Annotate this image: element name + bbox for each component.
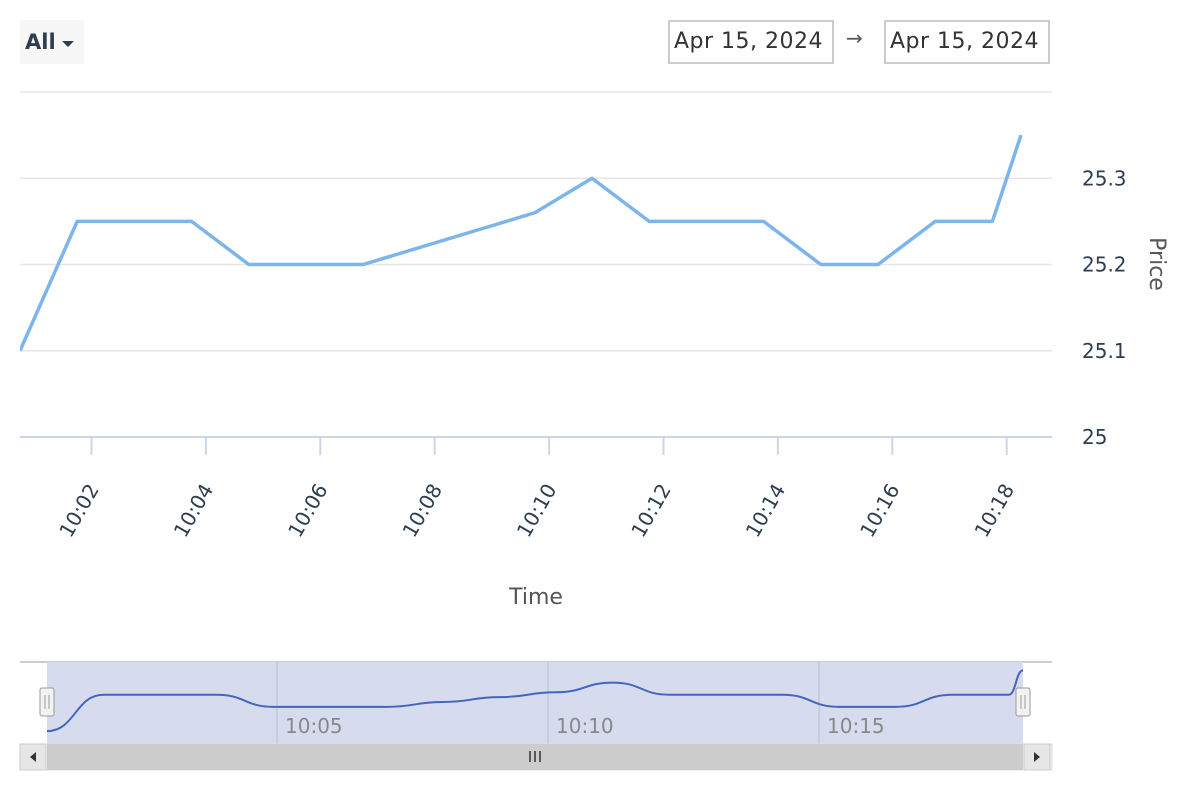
navigator-right-handle[interactable] xyxy=(1015,687,1031,717)
navigator-series-line xyxy=(46,669,1024,733)
date-range-arrow: → xyxy=(846,26,863,50)
scroll-left-icon xyxy=(30,752,36,762)
navigator-tick-label: 10:05 xyxy=(285,714,343,738)
date-from-input[interactable]: Apr 15, 2024 xyxy=(668,20,834,64)
x-tick-label: 10:18 xyxy=(969,480,1019,542)
navigator-left-handle[interactable] xyxy=(39,687,55,717)
y-tick-label: 25 xyxy=(1082,425,1107,449)
scroll-right-icon xyxy=(1034,752,1040,762)
x-tick-label: 10:08 xyxy=(397,480,447,542)
navigator: 10:05 10:10 10:15 xyxy=(19,661,1053,771)
navigator-selected-range[interactable] xyxy=(47,662,1023,744)
chart-grid xyxy=(20,91,1052,438)
y-axis-title: Price xyxy=(1144,237,1169,291)
y-axis: 25 25.1 25.2 25.3 xyxy=(1082,166,1127,449)
series-layer xyxy=(20,134,1023,352)
y-tick-label: 25.3 xyxy=(1082,166,1127,190)
x-tick-label: 10:10 xyxy=(512,480,562,542)
x-tick-label: 10:06 xyxy=(283,480,333,542)
navigator-tick-label: 10:15 xyxy=(827,714,885,738)
y-tick-label: 25.1 xyxy=(1082,339,1127,363)
x-tick-label: 10:04 xyxy=(169,480,219,542)
y-tick-label: 25.2 xyxy=(1082,253,1127,277)
scrollbar-grip-icon xyxy=(529,751,541,762)
price-series-line xyxy=(20,134,1023,352)
caret-down-icon xyxy=(61,40,74,47)
x-tick-label: 10:16 xyxy=(855,480,905,542)
date-to-input[interactable]: Apr 15, 2024 xyxy=(884,20,1050,64)
x-axis-title: Time xyxy=(508,585,563,610)
x-tick-label: 10:12 xyxy=(626,480,676,542)
range-selector-dropdown[interactable]: All xyxy=(20,20,84,64)
navigator-tick-label: 10:10 xyxy=(556,714,614,738)
range-selector-label: All xyxy=(25,30,56,54)
navigator-grid: 10:05 10:10 10:15 xyxy=(276,662,885,744)
x-tick-label: 10:02 xyxy=(54,480,104,542)
x-axis: 10:02 10:04 10:06 10:08 10:10 10:12 10:14 10:16… xyxy=(54,437,1019,541)
x-tick-label: 10:14 xyxy=(741,480,791,542)
